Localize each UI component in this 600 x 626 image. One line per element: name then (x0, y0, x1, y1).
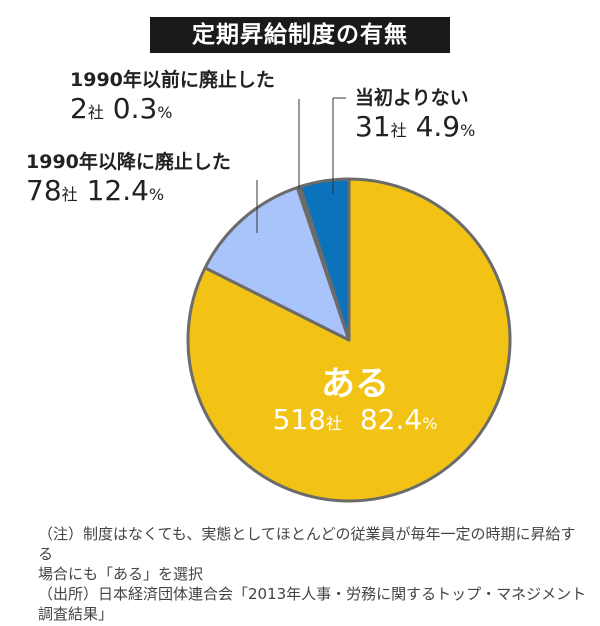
slice-value: 2社 0.3% (70, 92, 275, 130)
slice-value: 31社 4.9% (355, 110, 475, 148)
count: 78 (26, 174, 62, 207)
slice-label: 当初よりない (355, 87, 469, 109)
pct-sign: % (148, 185, 165, 204)
label-yes: ある 518社 82.4% (260, 364, 450, 440)
slice-label: 1990年以前に廃止した (70, 69, 275, 91)
unit: 社 (390, 121, 407, 140)
pct-sign: % (157, 103, 173, 122)
count: 518 (272, 403, 327, 436)
percent: 4.9 (415, 110, 461, 143)
unit: 社 (61, 185, 78, 204)
unit: 社 (87, 103, 104, 122)
note-line: 場合にも「ある」を選択 (38, 565, 204, 583)
label-after-1990: 1990年以降に廃止した 78社 12.4% (26, 150, 231, 212)
slice-label: ある (321, 364, 389, 404)
percent: 12.4 (86, 174, 149, 207)
count: 31 (355, 110, 391, 143)
source-line: （出所）日本経済団体連合会「2013年人事・労務に関するトップ・マネジメント (38, 585, 587, 603)
pie-slice-1 (203, 186, 351, 342)
slice-label: 1990年以降に廃止した (26, 151, 231, 173)
label-since-start: 当初よりない 31社 4.9% (355, 86, 475, 148)
slice-value: 78社 12.4% (26, 174, 231, 212)
pct-sign: % (460, 121, 476, 140)
pie-slice-3 (298, 177, 351, 342)
slice-value: 518社 82.4% (260, 404, 450, 440)
unit: 社 (326, 414, 343, 433)
pct-sign: % (422, 414, 438, 433)
label-before-1990: 1990年以前に廃止した 2社 0.3% (70, 68, 275, 130)
percent: 0.3 (112, 92, 158, 125)
source-line: 調査結果」 (38, 605, 114, 623)
notes: （注）制度はなくても、実態としてほとんどの従業員が毎年一定の時期に昇給する 場合… (38, 524, 588, 624)
chart-title: 定期昇給制度の有無 (150, 17, 450, 53)
percent: 82.4 (359, 403, 423, 436)
note-line: （注）制度はなくても、実態としてほとんどの従業員が毎年一定の時期に昇給する (38, 525, 576, 563)
count: 2 (70, 92, 88, 125)
